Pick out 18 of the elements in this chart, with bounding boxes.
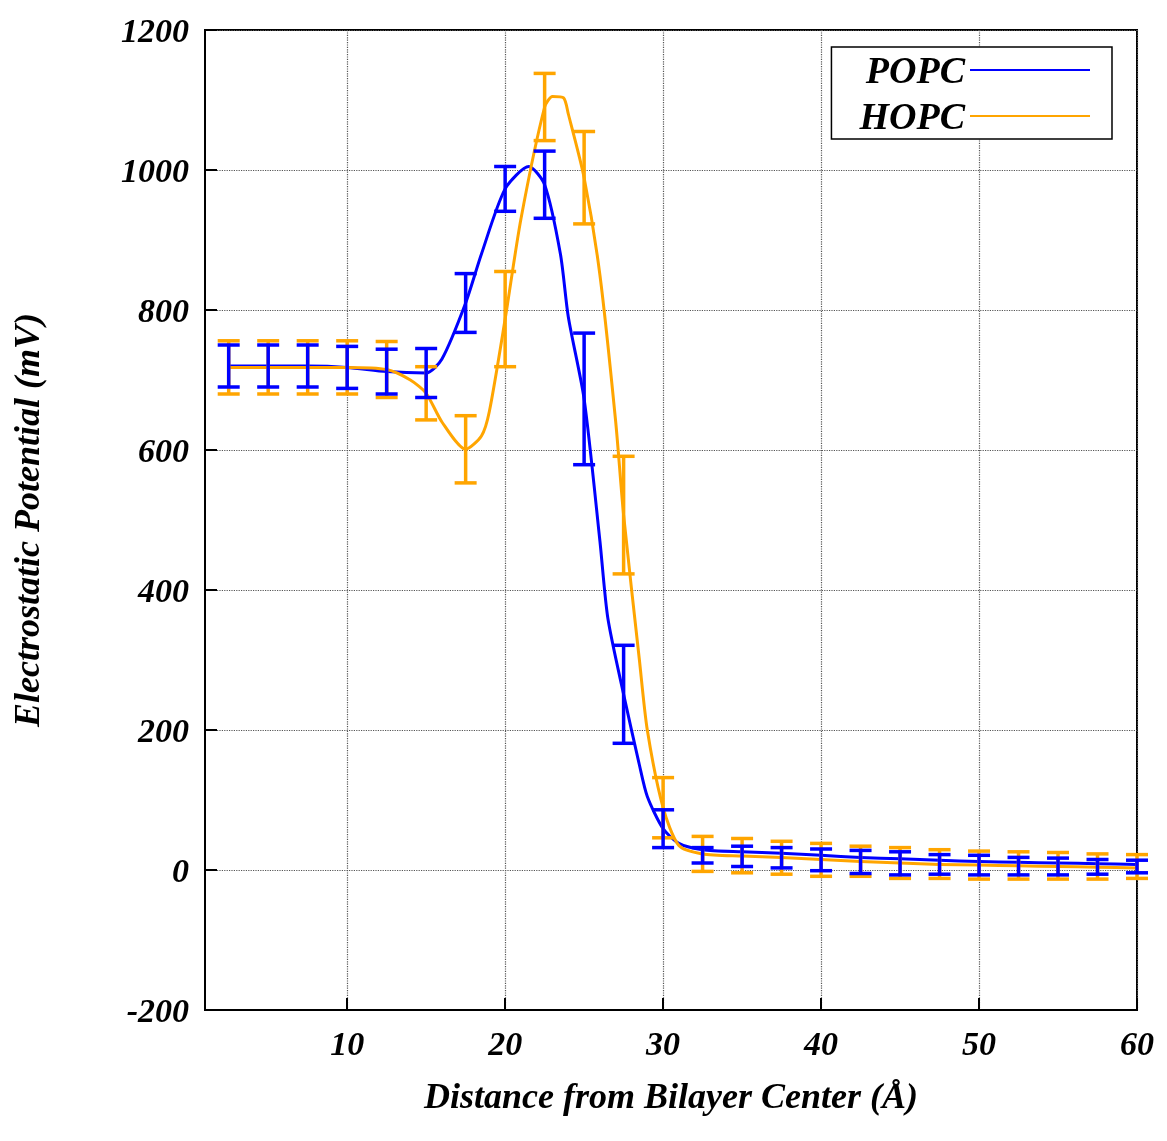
y-tick-label: -200: [126, 991, 189, 1029]
x-tick-label: 10: [330, 1024, 365, 1062]
x-tick-label: 40: [803, 1024, 839, 1062]
legend-label: HOPC: [858, 95, 966, 137]
y-tick-label: 200: [137, 711, 189, 749]
legend-label: POPC: [864, 49, 966, 91]
y-axis-title: Electrostatic Potential (mV): [7, 313, 47, 728]
x-tick-label: 50: [962, 1024, 997, 1062]
y-tick-label: 1000: [121, 151, 189, 189]
y-tick-label: 600: [138, 431, 189, 469]
x-tick-label: 30: [645, 1024, 681, 1062]
y-tick-label: 0: [172, 851, 189, 889]
y-tick-label: 1200: [121, 11, 189, 49]
x-tick-label: 60: [1120, 1024, 1154, 1062]
y-tick-label: 800: [138, 291, 189, 329]
y-tick-label: 400: [137, 571, 189, 609]
x-tick-label: 20: [487, 1024, 523, 1062]
x-axis-title: Distance from Bilayer Center (Å): [423, 1076, 918, 1116]
